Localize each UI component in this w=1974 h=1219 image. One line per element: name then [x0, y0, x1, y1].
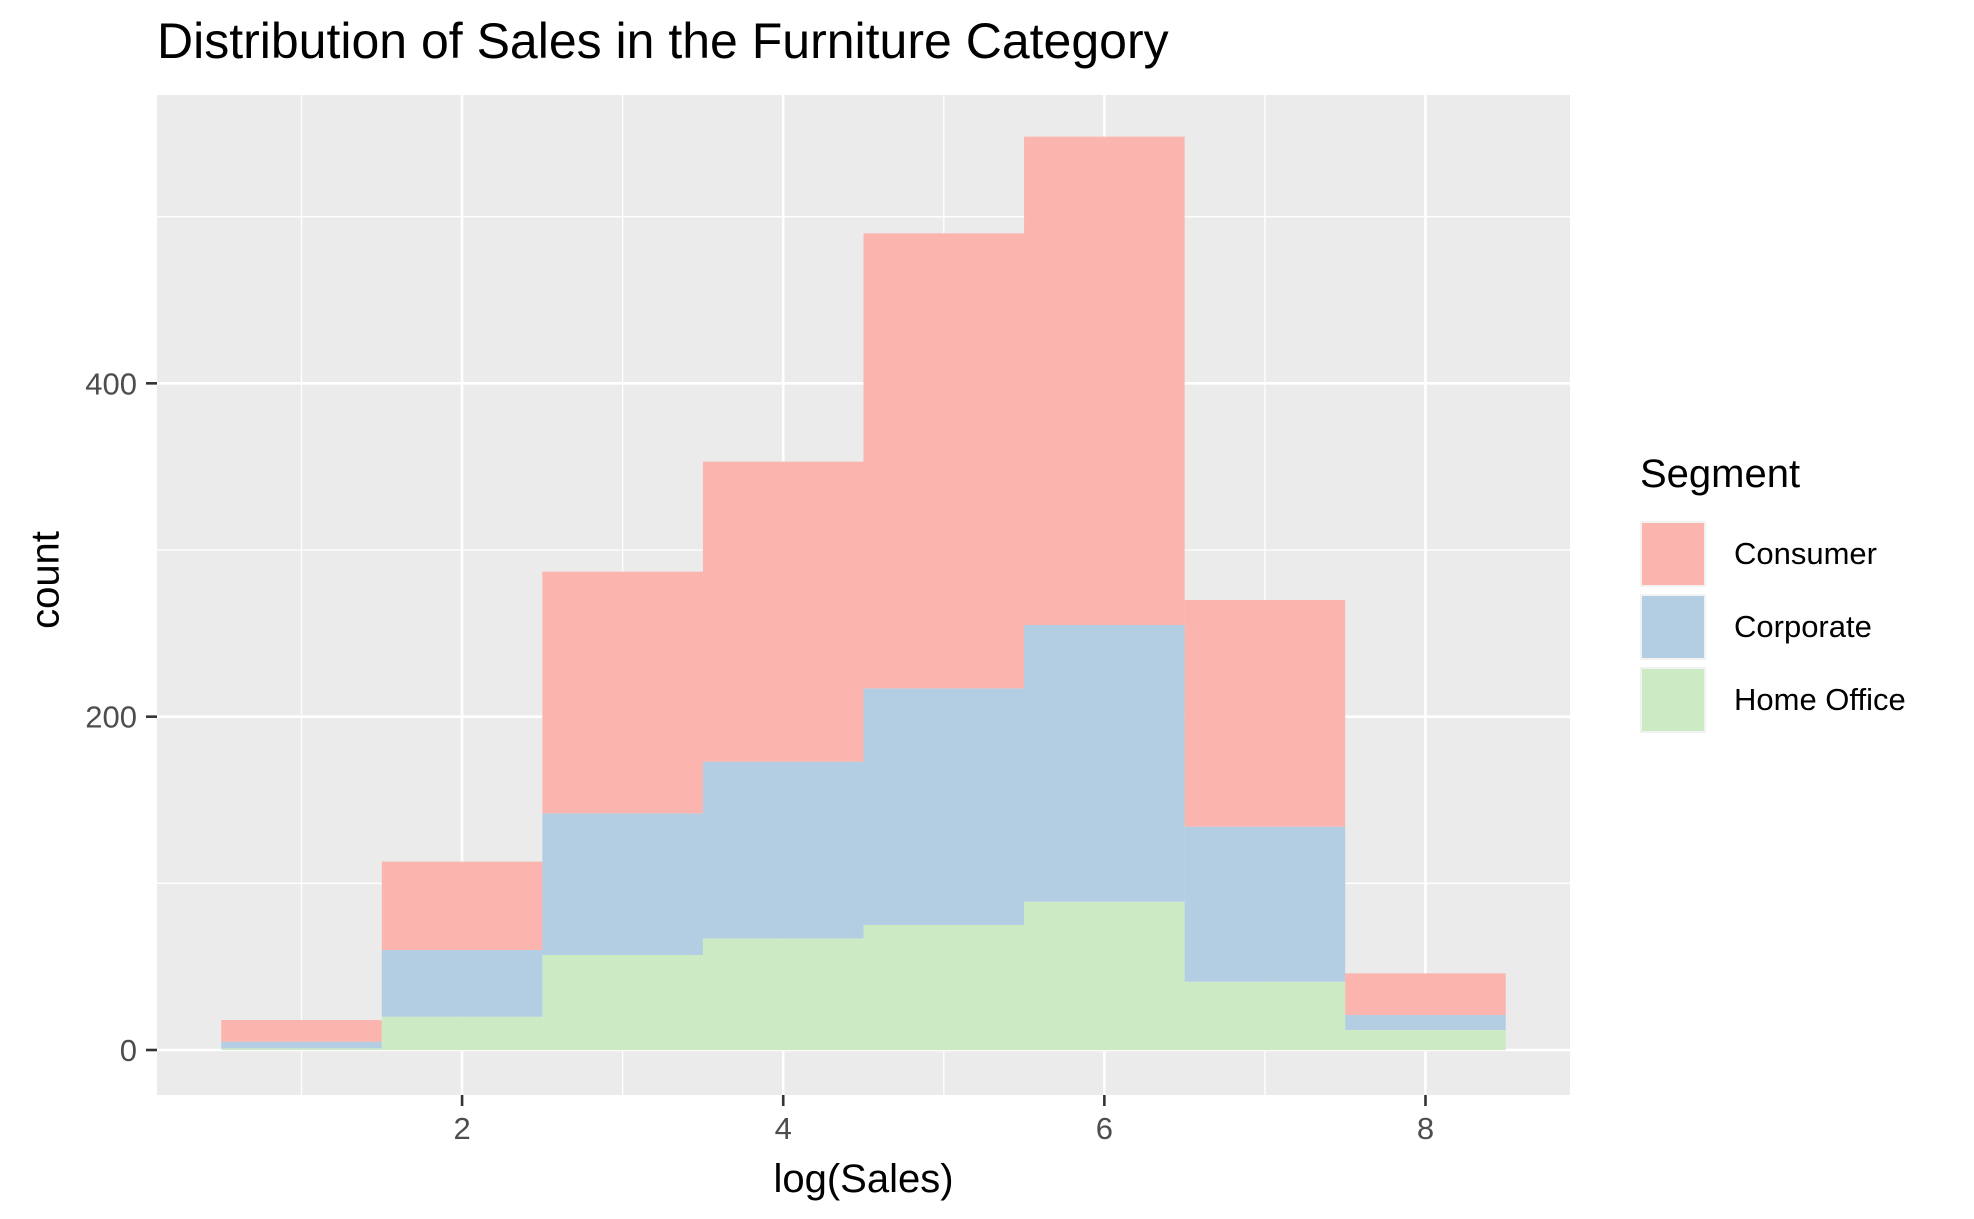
axes: 0 200 400 2 4 6 8: [85, 366, 1434, 1146]
bar-home-office-bin-1: [221, 1048, 382, 1050]
bar-home-office-bin-2: [381, 1016, 543, 1050]
legend-label-consumer: Consumer: [1734, 535, 1877, 571]
legend: Segment Consumer Corporate Home Office: [1640, 452, 1906, 736]
y-axis-label: count: [23, 531, 68, 629]
bar-corporate-bin-3: [542, 813, 703, 955]
y-tick-label: 0: [120, 1033, 137, 1068]
bar-home-office-bin-3: [542, 955, 703, 1050]
bar-consumer-bin-3: [542, 571, 703, 814]
bar-consumer-bin-4: [702, 461, 864, 762]
bar-corporate-bin-7: [1184, 826, 1346, 982]
legend-label-corporate: Corporate: [1734, 608, 1872, 644]
x-tick-label: 6: [1096, 1111, 1113, 1146]
legend-key-consumer: [1640, 520, 1706, 587]
bar-consumer-bin-7: [1184, 600, 1346, 827]
legend-label-home-office: Home Office: [1734, 681, 1906, 717]
y-tick-label: 200: [85, 700, 137, 735]
bar-corporate-bin-4: [702, 761, 864, 939]
bar-home-office-bin-6: [1024, 901, 1185, 1050]
bar-consumer-bin-6: [1024, 136, 1185, 625]
bar-home-office-bin-4: [702, 938, 864, 1050]
bar-corporate-bin-6: [1024, 625, 1185, 902]
legend-title: Segment: [1640, 452, 1801, 496]
bar-consumer-bin-5: [863, 233, 1025, 689]
bar-corporate-bin-8: [1345, 1015, 1506, 1030]
chart-title: Distribution of Sales in the Furniture C…: [157, 13, 1169, 69]
bar-consumer-bin-8: [1345, 973, 1506, 1015]
bar-consumer-bin-2: [381, 861, 543, 950]
bar-corporate-bin-2: [381, 950, 543, 1017]
x-tick-label: 8: [1417, 1111, 1434, 1146]
x-axis-label: log(Sales): [773, 1157, 954, 1201]
legend-key-home-office: [1640, 666, 1706, 733]
bar-consumer-bin-1: [221, 1020, 382, 1042]
legend-key-corporate: [1640, 593, 1706, 660]
x-tick-label: 4: [775, 1111, 792, 1146]
y-tick-label: 400: [85, 366, 137, 401]
x-tick-label: 2: [453, 1111, 470, 1146]
bar-corporate-bin-5: [863, 688, 1025, 925]
bar-home-office-bin-7: [1184, 981, 1346, 1050]
legend-item-consumer: Consumer: [1640, 517, 1906, 590]
bar-home-office-bin-8: [1345, 1030, 1506, 1050]
bar-home-office-bin-5: [863, 925, 1025, 1050]
legend-item-home-office: Home Office: [1640, 663, 1906, 736]
bar-corporate-bin-1: [221, 1041, 382, 1049]
histogram-bars: [221, 136, 1506, 1050]
legend-item-corporate: Corporate: [1640, 590, 1906, 663]
